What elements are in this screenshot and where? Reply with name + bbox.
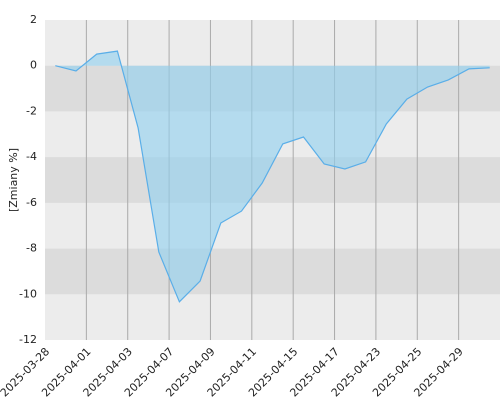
y-tick-label: 0 — [30, 59, 37, 72]
y-tick-label: -10 — [19, 287, 37, 300]
grid-band — [45, 157, 500, 203]
grid-band — [45, 248, 500, 295]
y-tick-label: -4 — [26, 150, 37, 163]
y-tick-label: 2 — [30, 13, 37, 26]
y-tick-label: -8 — [26, 242, 37, 255]
y-axis-label: [Zmiany %] — [7, 148, 20, 212]
y-tick-label: -12 — [19, 333, 37, 346]
area — [55, 51, 490, 302]
y-tick-label: -6 — [26, 196, 37, 209]
y-tick-label: -2 — [26, 104, 37, 117]
line — [55, 50, 490, 303]
